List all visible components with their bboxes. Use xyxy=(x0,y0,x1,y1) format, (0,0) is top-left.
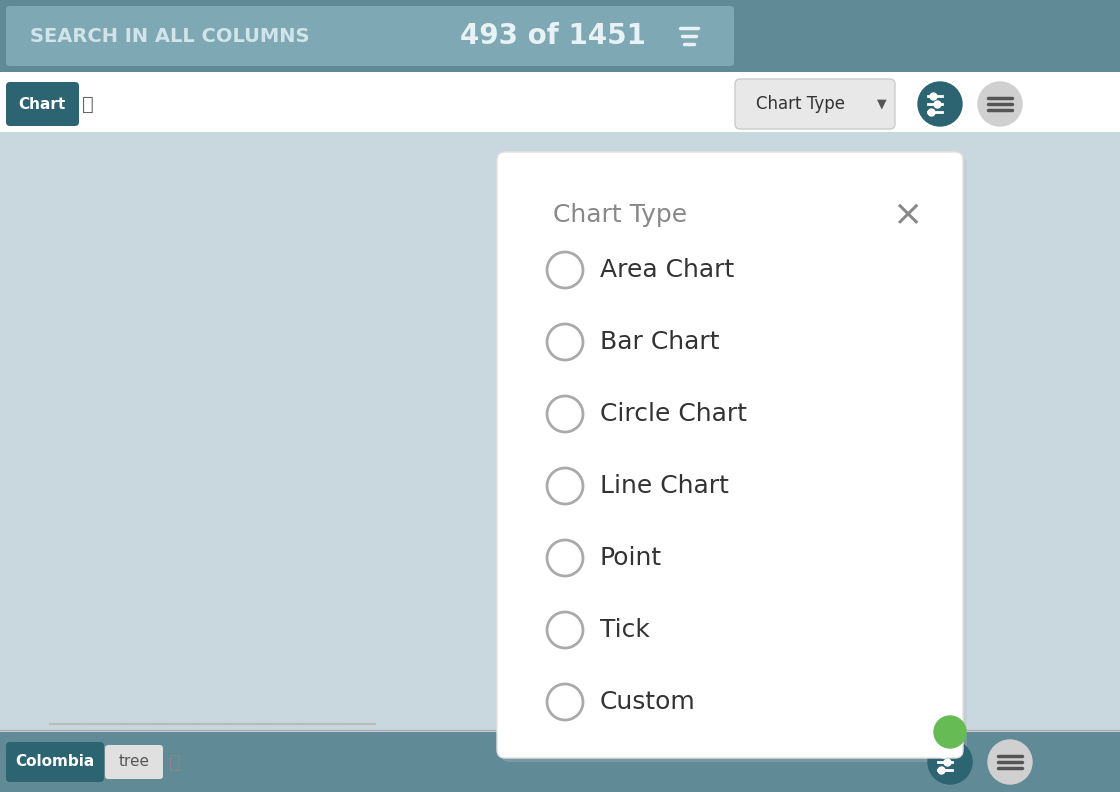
Text: Chart Type: Chart Type xyxy=(756,95,844,113)
Text: ▼: ▼ xyxy=(877,97,887,111)
FancyBboxPatch shape xyxy=(105,745,164,779)
FancyBboxPatch shape xyxy=(0,132,1120,632)
Text: Chart Type: Chart Type xyxy=(553,203,688,227)
Text: Line Chart: Line Chart xyxy=(600,474,729,498)
FancyBboxPatch shape xyxy=(501,156,967,762)
Text: Point: Point xyxy=(600,546,662,570)
Circle shape xyxy=(928,740,972,784)
Text: Custom: Custom xyxy=(600,690,696,714)
Text: tree: tree xyxy=(119,755,149,770)
FancyBboxPatch shape xyxy=(6,6,734,66)
Text: Circle Chart: Circle Chart xyxy=(600,402,747,426)
FancyBboxPatch shape xyxy=(0,732,1120,792)
Text: Chart: Chart xyxy=(18,97,66,112)
Text: SEARCH IN ALL COLUMNS: SEARCH IN ALL COLUMNS xyxy=(30,26,309,45)
Text: ×: × xyxy=(892,198,922,232)
FancyBboxPatch shape xyxy=(6,742,104,782)
Text: Colombia: Colombia xyxy=(16,755,94,770)
FancyBboxPatch shape xyxy=(6,82,80,126)
Text: ⛶: ⛶ xyxy=(82,94,94,113)
Text: Bar Chart: Bar Chart xyxy=(600,330,719,354)
Text: Tick: Tick xyxy=(600,618,650,642)
Text: 493 of 1451: 493 of 1451 xyxy=(460,22,646,50)
Text: Area Chart: Area Chart xyxy=(600,258,735,282)
FancyBboxPatch shape xyxy=(735,79,895,129)
FancyBboxPatch shape xyxy=(0,0,1120,72)
Circle shape xyxy=(934,716,965,748)
FancyBboxPatch shape xyxy=(0,72,1120,132)
FancyBboxPatch shape xyxy=(497,152,963,758)
Text: ⛶: ⛶ xyxy=(169,752,180,771)
Circle shape xyxy=(978,82,1021,126)
Circle shape xyxy=(988,740,1032,784)
Circle shape xyxy=(918,82,962,126)
